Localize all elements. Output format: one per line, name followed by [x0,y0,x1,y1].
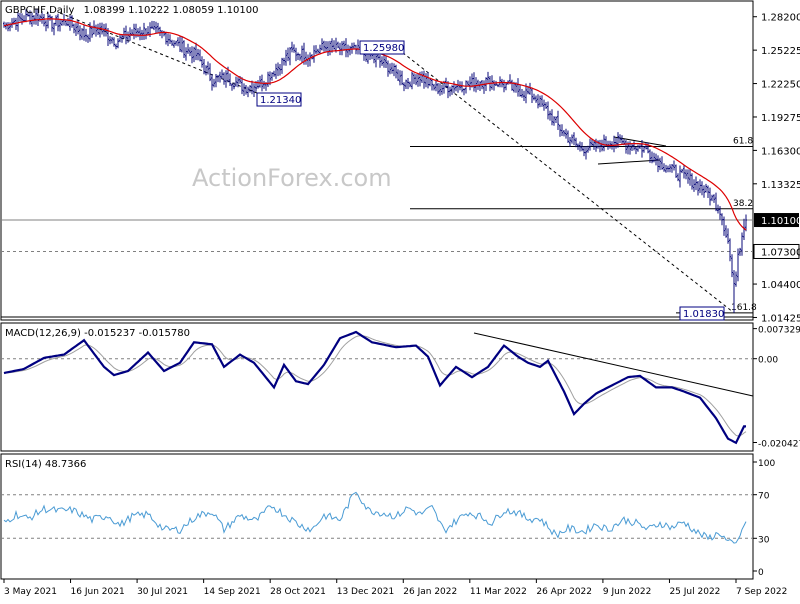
price-annotation-box [256,92,302,107]
price-tick-label: 1.16300 [761,146,800,157]
symbol-label: GBPCHF,Daily [5,5,74,16]
fib-level-label: 38.2 [733,199,753,209]
price-tick-label: 1.13325 [761,180,800,191]
price-tick-label: 1.22250 [761,80,800,91]
time-tick-label: 28 Oct 2021 [270,587,326,597]
price-annotation-label: 1.21340 [260,95,301,106]
line-price-box [753,243,800,259]
price-header: GBPCHF,Daily 1.08399 1.10222 1.08059 1.1… [5,5,259,16]
ohlc-label: 1.08399 1.10222 1.08059 1.10100 [84,5,259,16]
price-annotation-label: 1.01830 [683,309,724,320]
rsi-line [3,491,747,544]
price-tick-label: 1.25225 [761,46,800,57]
rsi-tick-label: 0 [758,568,764,578]
time-tick-label: 11 Mar 2022 [470,587,527,597]
time-tick-label: 13 Dec 2021 [337,587,395,597]
watermark-text: ActionForex.com [192,164,392,192]
rsi-tick-label: 30 [758,535,770,545]
price-tick-label: 1.01425 [761,313,800,324]
time-tick-label: 14 Sep 2021 [204,587,261,597]
macd-main-line [3,330,746,445]
time-tick-label: 3 May 2021 [4,587,57,597]
fib-level-label: 61.8 [733,136,753,146]
rsi-tick-label: 70 [758,492,770,502]
time-tick-label: 30 Jul 2021 [137,587,188,597]
price-annotations: 1.25980 1.21340 1.01830 [256,40,725,321]
macd-tick-label: -0.020427 [758,439,800,449]
price-tick-label: 1.28200 [761,13,800,24]
macd-panel: MACD(12,26,9) -0.015237 -0.015780 [0,322,754,452]
line-price-label: 1.07300 [761,247,800,258]
price-tick-label: 1.19275 [761,113,800,124]
rsi-panel-frame [0,453,754,580]
macd-trendline [473,332,754,397]
time-tick-label: 25 Jul 2022 [669,587,720,597]
time-axis: 3 May 2021 16 Jun 2021 30 Jul 2021 14 Sep 2… [3,579,787,597]
macd-title: MACD(12,26,9) -0.015237 -0.015780 [5,328,190,339]
price-annotation-label: 1.25980 [363,43,404,54]
fib-level-label: 161.8 [731,303,757,313]
dashed-trendline-2 [397,48,734,313]
current-price-box [754,213,799,228]
rsi-axis: 100 70 30 0 [753,459,775,578]
triangle-upper-line [613,136,667,147]
price-tick-label: 1.04400 [761,280,800,291]
time-tick-label: 26 Jan 2022 [403,587,457,597]
price-candles [3,8,747,313]
time-tick-label: 9 Jun 2022 [603,587,651,597]
macd-tick-label: 0.00 [758,356,778,366]
price-annotation-box [359,40,405,55]
rsi-title: RSI(14) 48.7366 [5,459,86,470]
rsi-tick-label: 100 [758,459,775,469]
rsi-panel: RSI(14) 48.7366 [0,453,754,580]
time-tick-label: 16 Jun 2021 [71,587,125,597]
macd-axis: 0.007329 0.00 -0.020427 [753,326,800,449]
current-price-label: 1.10100 [761,216,800,227]
rsi-reference-lines [1,494,753,539]
watermark: ActionForex.com [192,164,392,192]
time-tick-label: 26 Apr 2022 [536,587,592,597]
price-axis: 1.28200 1.25225 1.22250 1.19275 1.16300 1.133… [753,13,800,324]
macd-tick-label: 0.007329 [758,326,800,336]
time-tick-label: 7 Sep 2022 [736,587,787,597]
price-annotation-box [679,306,725,321]
